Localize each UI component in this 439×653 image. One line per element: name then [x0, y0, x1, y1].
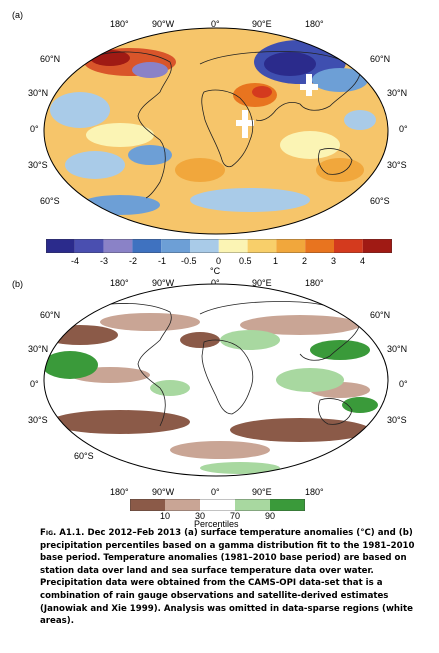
temperature-anomaly-map	[43, 27, 389, 235]
cbar-a-label-neg3: -3	[100, 256, 109, 266]
precipitation-colorbar	[130, 499, 305, 511]
cbar-a-label-4: 4	[360, 256, 366, 266]
lon-tick-90w-b: 90°W	[152, 278, 175, 288]
caption-text: Dec 2012–Feb 2013 (a) surface temperatur…	[40, 528, 415, 627]
cbar-a-label-neg2: -2	[129, 256, 138, 266]
lat-left-60n-a: 60°N	[40, 54, 61, 64]
lat-right-30s-a: 30°S	[387, 160, 407, 170]
precipitation-percentile-map	[43, 283, 389, 477]
lon-tick-90e-a: 90°E	[252, 19, 272, 29]
cbar-b-label-10: 10	[160, 511, 171, 521]
cbar-a-label-0: 0	[216, 256, 222, 266]
cbar-a-label-neg4: -4	[71, 256, 80, 266]
lon-bottom-90w-b: 90°W	[152, 487, 175, 497]
lat-left-30n-b: 30°N	[28, 344, 49, 354]
lat-left-0-a: 0°	[30, 124, 39, 134]
cbar-a-unit: °C	[210, 266, 221, 276]
lon-tick-180w-b: 180°	[110, 278, 129, 288]
cbar-a-label-neg1: -1	[158, 256, 167, 266]
lat-right-0-a: 0°	[399, 124, 408, 134]
figure-label: Fig. A1.1.	[40, 528, 85, 538]
lat-left-0-b: 0°	[30, 379, 39, 389]
lat-left-60n-b: 60°N	[40, 310, 61, 320]
lon-bottom-180w-b: 180°	[110, 487, 129, 497]
lat-right-60n-b: 60°N	[370, 310, 391, 320]
lon-bottom-0-b: 0°	[211, 487, 220, 497]
cbar-b-label-90: 90	[265, 511, 276, 521]
lat-right-30n-b: 30°N	[387, 344, 408, 354]
cbar-a-label-1: 1	[273, 256, 279, 266]
lon-tick-180e-a: 180°	[305, 19, 324, 29]
cbar-a-label-2: 2	[302, 256, 308, 266]
panel-b-label: (b)	[12, 279, 23, 289]
lon-tick-0-b: 0°	[211, 278, 220, 288]
lon-bottom-90e-b: 90°E	[252, 487, 272, 497]
lat-right-0-b: 0°	[399, 379, 408, 389]
lat-right-30s-b: 30°S	[387, 415, 407, 425]
lat-left-30s-a: 30°S	[28, 160, 48, 170]
lon-bottom-180e-b: 180°	[305, 487, 324, 497]
lat-right-60n-a: 60°N	[370, 54, 391, 64]
lat-left-60s-a: 60°S	[40, 196, 60, 206]
lon-tick-180w-a: 180°	[110, 19, 129, 29]
lat-left-60s-b: 60°S	[74, 451, 94, 461]
lon-tick-90w-a: 90°W	[152, 19, 175, 29]
cbar-b-label-30: 30	[195, 511, 206, 521]
figure-caption: Fig. A1.1. Dec 2012–Feb 2013 (a) surface…	[40, 527, 432, 628]
temperature-colorbar	[46, 239, 392, 253]
panel-a-label: (a)	[12, 10, 23, 20]
lat-left-30s-b: 30°S	[28, 415, 48, 425]
lat-right-60s-a: 60°S	[370, 196, 390, 206]
lon-tick-90e-b: 90°E	[252, 278, 272, 288]
cbar-b-unit: Percentiles	[194, 519, 239, 529]
lon-tick-0-a: 0°	[211, 19, 220, 29]
lon-tick-180e-b: 180°	[305, 278, 324, 288]
cbar-a-label-05: 0.5	[239, 256, 252, 266]
lat-left-30n-a: 30°N	[28, 88, 49, 98]
cbar-a-label-3: 3	[331, 256, 337, 266]
cbar-b-label-70: 70	[230, 511, 241, 521]
cbar-a-label-neg05: -0.5	[181, 256, 197, 266]
lat-right-30n-a: 30°N	[387, 88, 408, 98]
